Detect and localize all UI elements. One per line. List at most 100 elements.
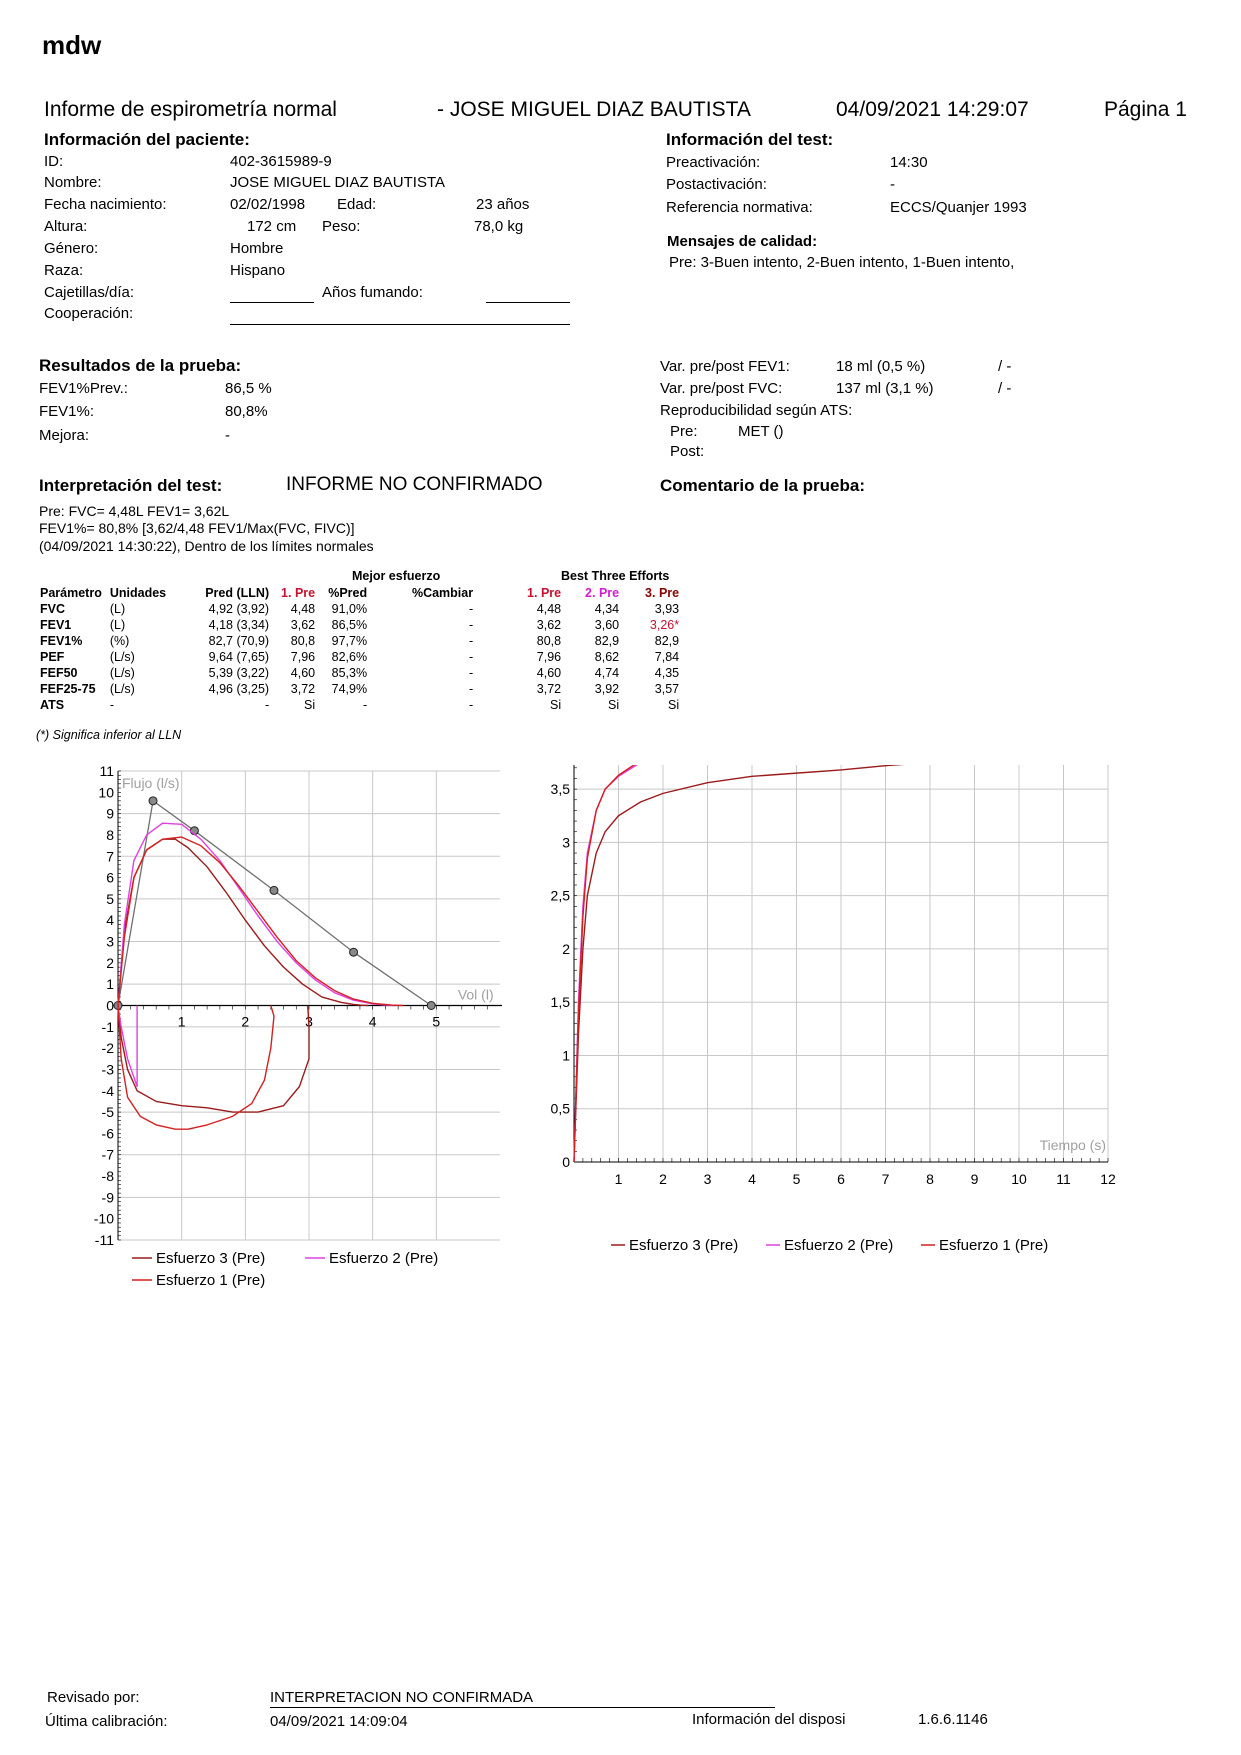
- table-cell: 3,72: [536, 682, 562, 696]
- predicted-point: [148, 796, 158, 806]
- flow-curve-1: [117, 836, 404, 1007]
- cooperation-line: [230, 324, 570, 325]
- interpretation-line-2: FEV1%= 80,8% [3,62/4,48 FEV1/Max(FVC, FI…: [39, 520, 355, 536]
- table-cell: Si: [667, 698, 680, 712]
- interpretation-line-1: Pre: FVC= 4,48L FEV1= 3,62L: [39, 503, 230, 519]
- table-cell: 97,7%: [331, 634, 368, 648]
- quality-messages: Pre: 3-Buen intento, 2-Buen intento, 1-B…: [669, 254, 1015, 271]
- y-tick-label: -1: [102, 1019, 115, 1035]
- table-cell: 4,35: [654, 666, 680, 680]
- y-tick-label: -4: [102, 1083, 115, 1099]
- table-cell: (L): [109, 618, 126, 632]
- table-cell: (L): [109, 602, 126, 616]
- table-row: ATS - - Si - - Si Si Si: [36, 697, 683, 713]
- var-fev1-extra: / -: [998, 358, 1012, 375]
- id-label: ID:: [44, 153, 64, 170]
- table-cell: 4,18 (3,34): [208, 618, 270, 632]
- y-tick-label: 6: [106, 870, 114, 886]
- name-value: JOSE MIGUEL DIAZ BAUTISTA: [230, 174, 446, 191]
- var-fvc-value: 137 ml (3,1 %): [836, 380, 934, 397]
- y-tick-label: 11: [99, 765, 114, 779]
- table-cell: 4,96 (3,25): [208, 682, 270, 696]
- y-tick-label: -9: [102, 1189, 115, 1205]
- smoke-years-label: Años fumando:: [322, 284, 423, 301]
- table-cell: FEF50: [40, 666, 78, 680]
- preactivation-label: Preactivación:: [666, 154, 761, 171]
- header-patient: - JOSE MIGUEL DIAZ BAUTISTA: [437, 98, 751, 121]
- interpretation-status: INFORME NO CONFIRMADO: [286, 474, 543, 495]
- table-row: FVC (L) 4,92 (3,92) 4,48 91,0% - 4,48 4,34 3,93: [36, 601, 683, 617]
- table-cell: Si: [549, 698, 562, 712]
- table-cell: -: [468, 666, 474, 680]
- interpretation-heading: Interpretación del test:: [39, 476, 223, 495]
- table-cell: -: [468, 634, 474, 648]
- legend-item: Esfuerzo 1 (Pre): [939, 1237, 1048, 1254]
- x-tick-label: 8: [926, 1171, 934, 1187]
- y-tick-label: 3: [106, 934, 114, 950]
- y-tick-label: 8: [106, 827, 114, 843]
- col-header: %Pred: [328, 586, 368, 600]
- quality-heading: Mensajes de calidad:: [667, 233, 818, 250]
- table-cell: 9,64 (7,65): [208, 650, 270, 664]
- legend-item: Esfuerzo 3 (Pre): [156, 1250, 265, 1267]
- race-value: Hispano: [230, 262, 286, 279]
- x-tick-label: 11: [1056, 1171, 1071, 1187]
- table-cell: (L/s): [109, 650, 135, 664]
- x-tick-label: 5: [793, 1171, 801, 1187]
- y-tick-label: 3,5: [551, 781, 571, 797]
- x-axis-label: Vol (l): [458, 987, 494, 1003]
- table-row: FEV1% (%) 82,7 (70,9) 80,8 97,7% - 80,8 82,9 82,…: [36, 633, 683, 649]
- table-cell: (L/s): [109, 682, 135, 696]
- table-cell: FEV1: [40, 618, 72, 632]
- reproducibility-label: Reproducibilidad según ATS:: [660, 402, 853, 419]
- table-row: FEF50 (L/s) 5,39 (3,22) 4,60 85,3% - 4,60 4,74 4…: [36, 665, 683, 681]
- test-info-heading: Información del test:: [666, 130, 834, 149]
- x-tick-label: 2: [659, 1171, 667, 1187]
- x-tick-label: 4: [369, 1014, 377, 1030]
- brand-logo: mdw: [42, 30, 102, 60]
- x-tick-label: 10: [1011, 1171, 1027, 1187]
- age-value: 23 años: [476, 196, 530, 213]
- table-cell: 7,96: [536, 650, 562, 664]
- page-number: Página 1: [1104, 98, 1187, 121]
- volume-time-chart: 00,511,522,533,544,55123456789101112Vol …: [551, 765, 1116, 1254]
- x-axis-label: Tiempo (s): [1040, 1137, 1106, 1153]
- race-label: Raza:: [44, 262, 84, 279]
- reviewed-label: Revisado por:: [47, 1689, 140, 1706]
- fev1pct-value: 80,8%: [225, 403, 268, 420]
- table-cell: -: [468, 602, 474, 616]
- table-row: FEF25-75 (L/s) 4,96 (3,25) 3,72 74,9% - 3,72 3,…: [36, 681, 683, 697]
- flow-curve-3: [117, 838, 369, 1007]
- table-cell: -: [468, 650, 474, 664]
- table-cell: ATS: [40, 698, 65, 712]
- y-tick-label: -2: [102, 1040, 115, 1056]
- table-cell: 80,8: [536, 634, 562, 648]
- y-tick-label: 10: [98, 784, 114, 800]
- x-tick-label: 4: [748, 1171, 756, 1187]
- table-cell: -: [264, 698, 270, 712]
- var-fev1-value: 18 ml (0,5 %): [836, 358, 926, 375]
- table-cell: PEF: [40, 650, 65, 664]
- col-header: 1. Pre: [281, 586, 316, 600]
- predicted-point: [349, 947, 359, 957]
- table-cell: 3,62: [536, 618, 562, 632]
- table-cell: (%): [109, 634, 130, 648]
- table-cell: 7,84: [654, 650, 680, 664]
- legend-item: Esfuerzo 2 (Pre): [784, 1237, 893, 1254]
- table-cell: 5,39 (3,22): [208, 666, 270, 680]
- col-header: Parámetro: [40, 586, 102, 600]
- id-value: 402-3615989-9: [230, 153, 332, 170]
- y-tick-label: 3: [562, 834, 570, 850]
- y-tick-label: 1: [562, 1047, 570, 1063]
- table-cell: 3,60: [594, 618, 620, 632]
- y-tick-label: 2,5: [551, 888, 571, 904]
- fev1pct-label: FEV1%:: [39, 403, 95, 420]
- y-axis-label: Flujo (l/s): [122, 775, 180, 791]
- weight-value: 78,0 kg: [474, 218, 524, 235]
- table-cell: 3,93: [654, 602, 680, 616]
- table-cell: 80,8: [290, 634, 316, 648]
- flow-curve-2: [117, 1005, 138, 1088]
- patient-info-heading: Información del paciente:: [44, 130, 250, 149]
- col-header: %Cambiar: [411, 586, 474, 600]
